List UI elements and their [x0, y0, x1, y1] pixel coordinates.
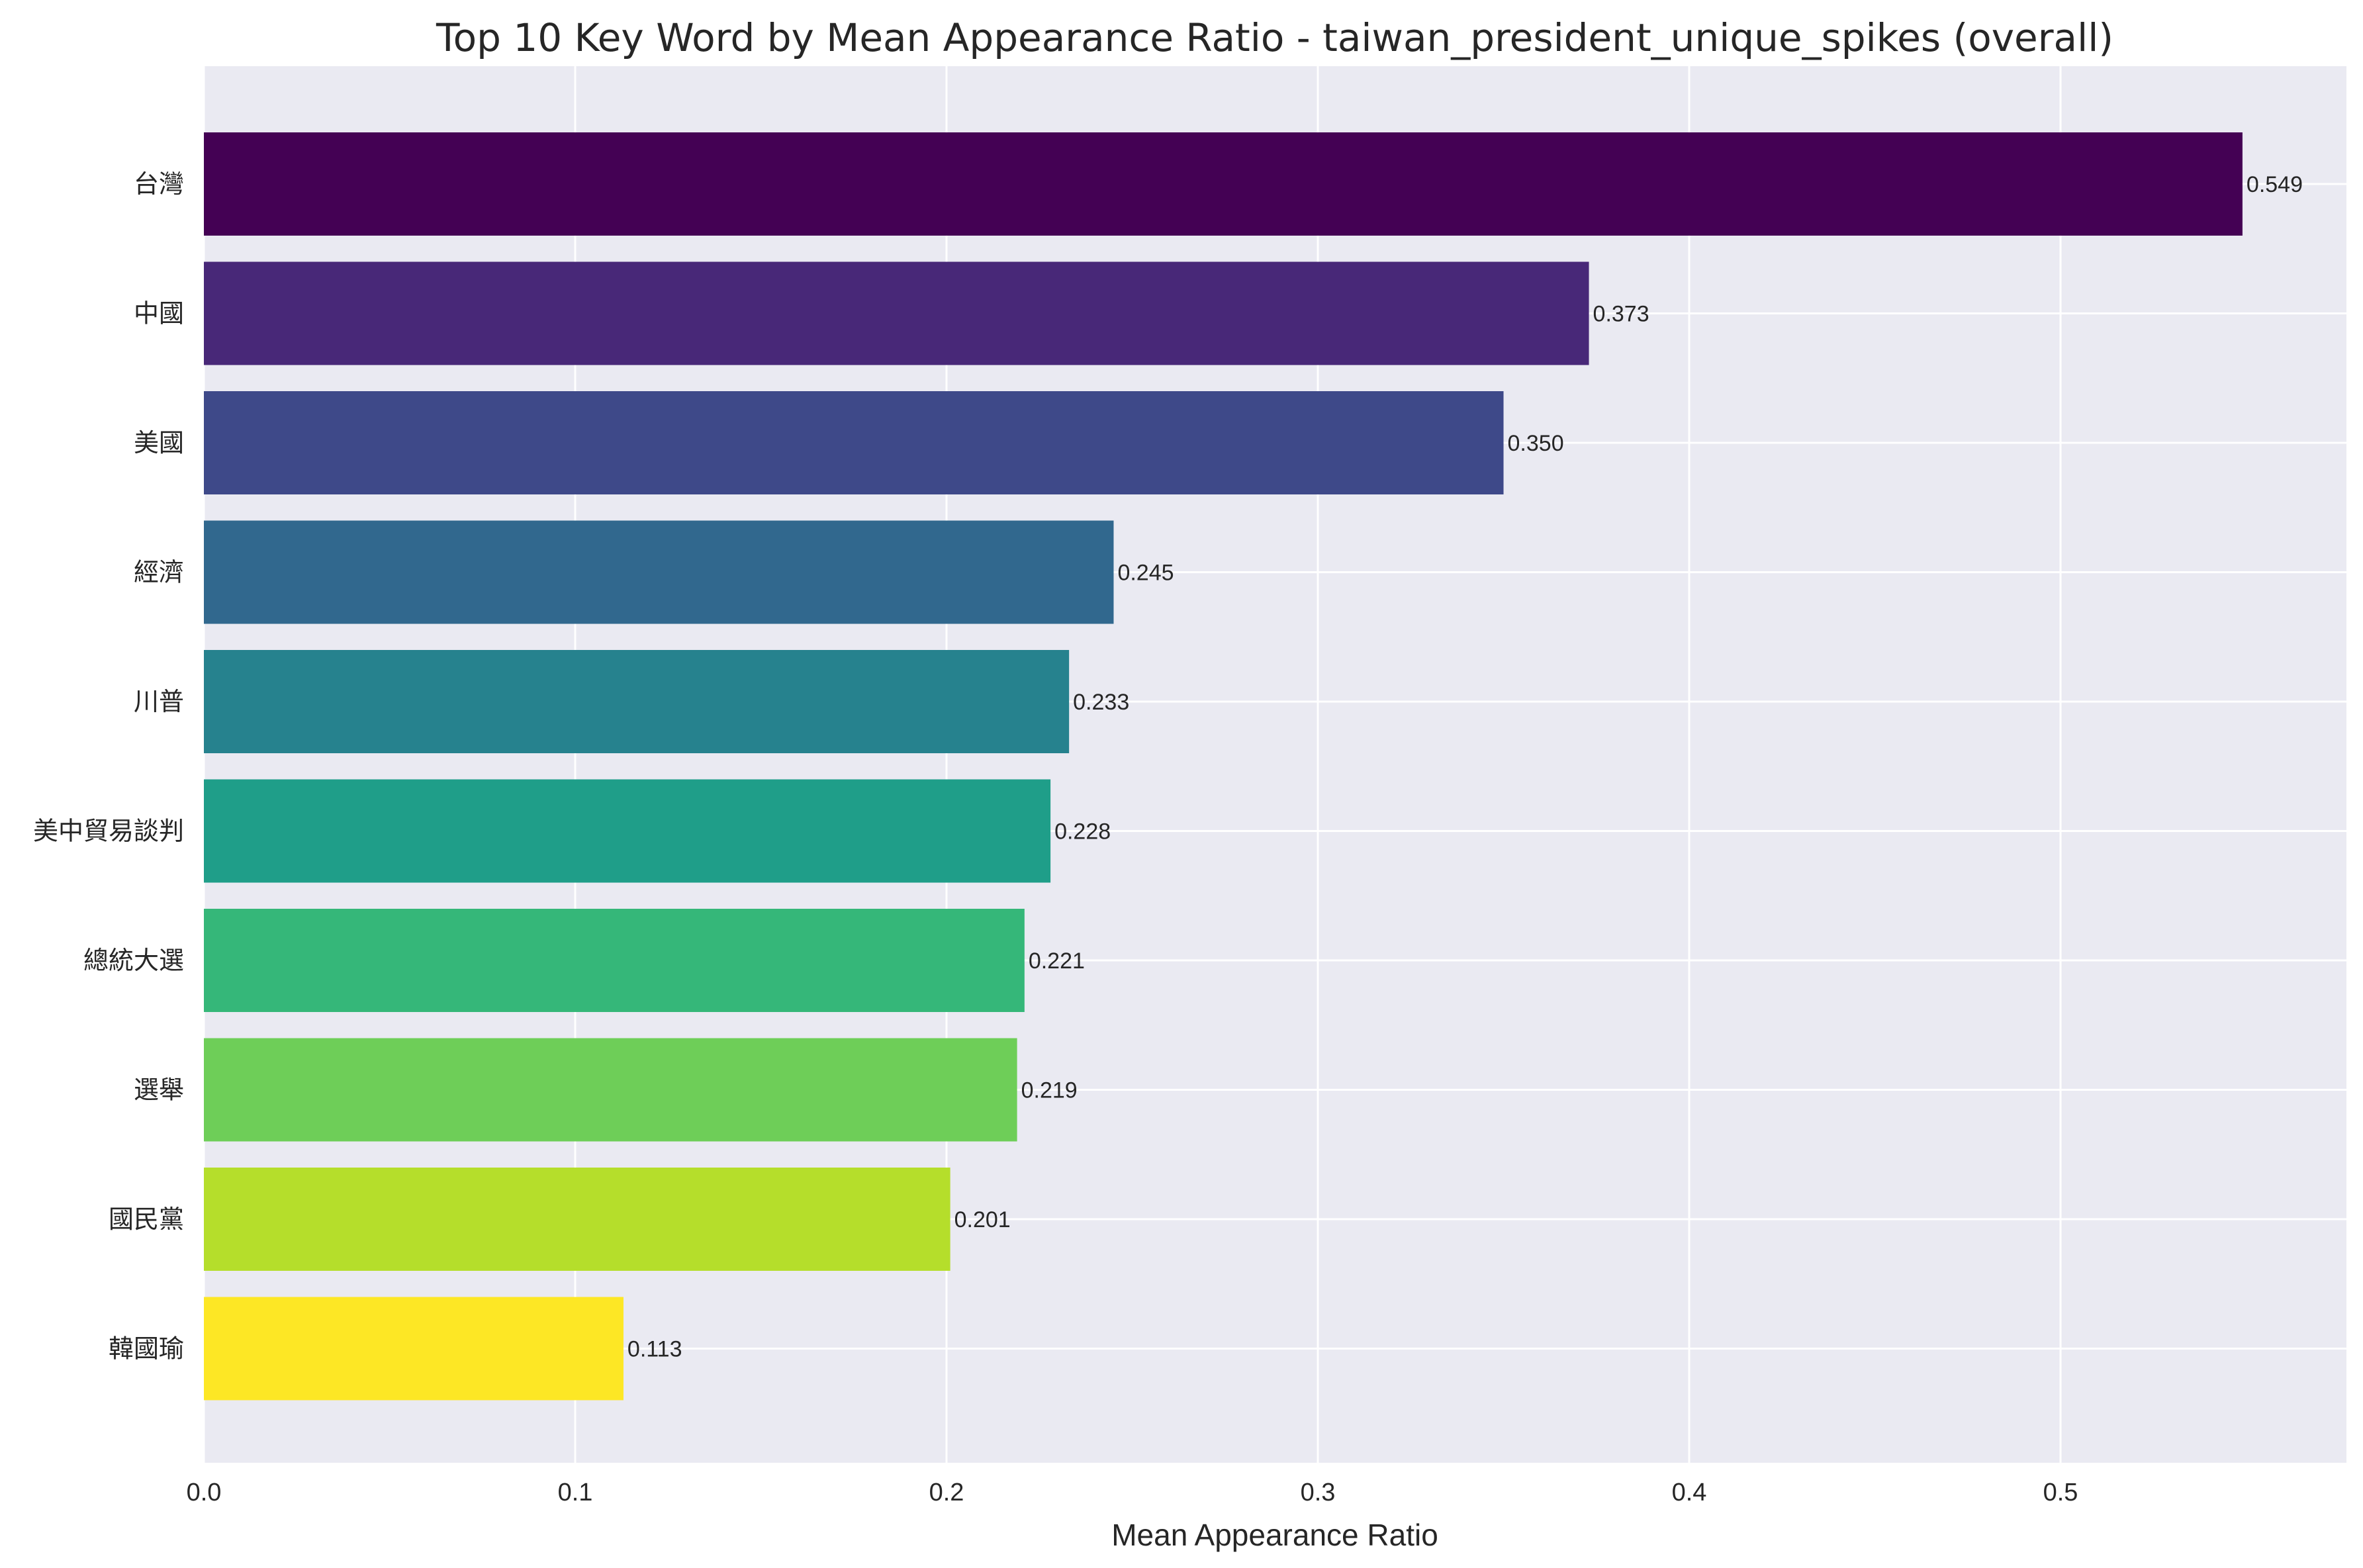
y-tick-label: 經濟 — [134, 558, 184, 587]
x-axis-label: Mean Appearance Ratio — [1111, 1518, 1438, 1552]
y-tick-label: 總統大選 — [83, 946, 184, 975]
x-tick-label: 0.0 — [187, 1479, 222, 1506]
y-tick-label: 國民黨 — [109, 1205, 184, 1234]
bar — [204, 650, 1070, 753]
value-labels: 0.549 0.373 0.350 0.245 0.233 0.228 0.221 0.219… — [627, 172, 2303, 1362]
bar-value-label: 0.233 — [1073, 690, 1129, 715]
bar-value-label: 0.373 — [1593, 302, 1649, 327]
bars — [204, 132, 2243, 1401]
bar — [204, 391, 1504, 494]
bar — [204, 520, 1114, 624]
bar — [204, 1168, 950, 1271]
y-tick-label: 川普 — [134, 687, 184, 716]
bar-value-label: 0.219 — [1021, 1078, 1078, 1103]
bar — [204, 779, 1051, 883]
y-tick-label: 韓國瑜 — [109, 1334, 184, 1363]
bar — [204, 909, 1025, 1012]
bar-value-label: 0.228 — [1054, 819, 1111, 845]
x-axis-ticks: 0.0 0.1 0.2 0.3 0.4 0.5 — [187, 1479, 2078, 1506]
bar — [204, 1297, 624, 1401]
bar-value-label: 0.201 — [954, 1207, 1011, 1232]
bar-value-label: 0.549 — [2247, 172, 2303, 197]
x-tick-label: 0.2 — [929, 1479, 964, 1506]
x-tick-label: 0.5 — [2043, 1479, 2078, 1506]
y-tick-label: 選舉 — [134, 1076, 184, 1105]
bar-value-label: 0.245 — [1117, 561, 1174, 586]
x-tick-label: 0.1 — [558, 1479, 593, 1506]
bar-value-label: 0.350 — [1508, 431, 1564, 456]
y-tick-label: 台灣 — [134, 169, 184, 199]
bar — [204, 132, 2243, 236]
bar-value-label: 0.113 — [627, 1337, 682, 1362]
y-tick-label: 美中貿易談判 — [33, 817, 184, 846]
x-tick-label: 0.4 — [1672, 1479, 1707, 1506]
bar — [204, 1038, 1017, 1142]
bar-value-label: 0.221 — [1029, 948, 1085, 974]
y-tick-label: 美國 — [134, 428, 184, 457]
chart-title: Top 10 Key Word by Mean Appearance Ratio… — [436, 15, 2113, 60]
y-tick-label: 中國 — [134, 299, 184, 328]
bar — [204, 261, 1589, 365]
x-tick-label: 0.3 — [1301, 1479, 1336, 1506]
